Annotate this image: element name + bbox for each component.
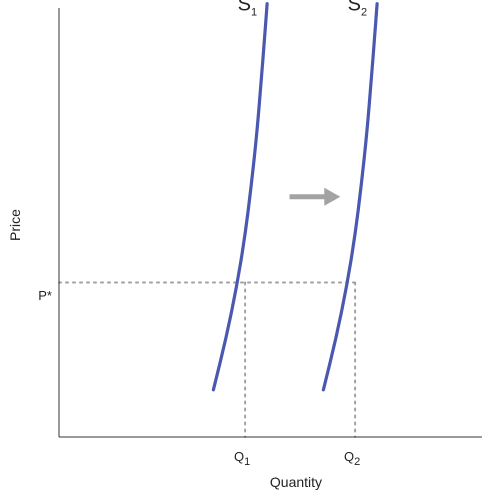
supply-curve-s1 <box>211 2 269 392</box>
quantity-tick-label-1: Q1 <box>234 449 250 468</box>
curve-label-s2: S2 <box>348 0 367 19</box>
labels: Price Quantity P* S1 S2 Q1 Q2 <box>7 0 367 490</box>
curve-label-s1: S1 <box>238 0 257 19</box>
reference-lines <box>58 281 359 438</box>
shift-arrow <box>289 187 341 206</box>
x-axis-label: Quantity <box>270 474 322 490</box>
supply-curve-s2 <box>321 2 379 392</box>
price-level-label: P* <box>38 288 52 303</box>
y-axis-label: Price <box>7 209 23 241</box>
shift-arrow-head <box>324 187 341 206</box>
quantity-tick-label-2: Q2 <box>344 449 360 468</box>
supply-curves <box>211 2 379 392</box>
